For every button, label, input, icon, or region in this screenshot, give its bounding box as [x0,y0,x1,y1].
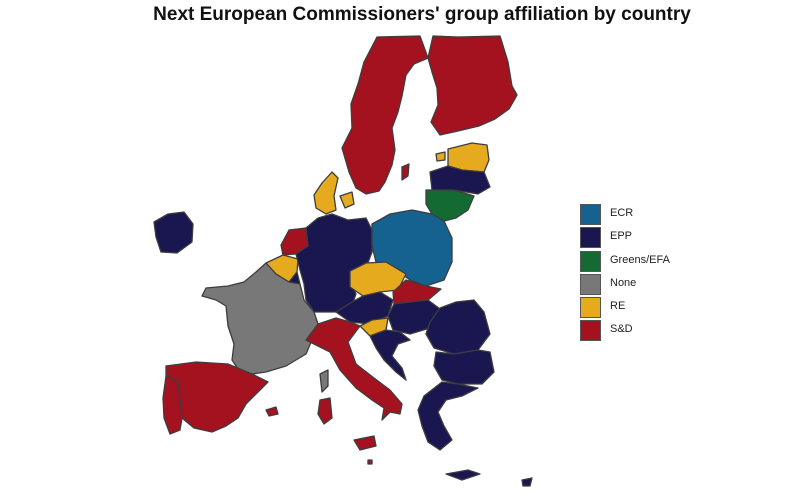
country-portugal [162,375,183,435]
country-france [201,262,319,375]
country-finland [427,35,518,136]
country-greece [417,381,479,451]
legend-label: ECR [610,207,634,219]
country-spain-balearics [265,406,279,417]
country-denmark-zealand [339,191,355,209]
legend-swatch [580,320,601,342]
legend-swatch [580,273,601,295]
legend-swatch [580,227,601,249]
legend-label: S&D [610,323,633,336]
country-ireland [153,211,194,254]
country-cyprus [521,477,533,487]
map-title: Next European Commissioners' group affil… [153,4,691,25]
country-denmark [313,171,339,215]
legend-label: None [610,276,637,289]
country-italy-sardinia [317,397,333,425]
country-bulgaria [433,349,495,385]
country-croatia [369,329,411,381]
legend-label: RE [610,300,626,313]
country-estonia-island [435,151,446,162]
legend-swatch [580,250,601,272]
legend-label: Greens/EFA [610,253,670,266]
legend-swatch [580,204,601,225]
country-sweden [341,35,429,195]
legend-label: EPP [610,230,633,243]
country-malta [367,459,373,465]
country-romania [425,299,491,355]
country-austria [335,291,394,325]
country-lithuania [425,189,475,222]
country-italy-sicily [353,435,377,451]
legend-swatch [580,297,601,319]
country-sweden-gotland [401,163,410,181]
country-france-corsica [319,369,329,393]
country-italy [305,317,403,421]
country-greece-crete [445,469,481,481]
